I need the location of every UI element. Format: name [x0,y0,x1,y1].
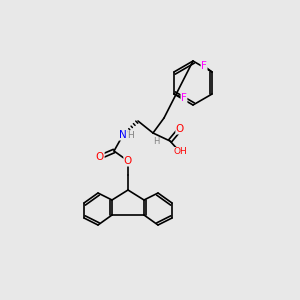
Text: N: N [119,130,127,140]
Text: H: H [153,137,159,146]
Text: O: O [96,152,104,162]
Text: O: O [176,124,184,134]
Text: O: O [124,156,132,166]
Text: H: H [128,131,134,140]
Text: F: F [201,61,207,71]
Text: F: F [181,93,187,103]
Text: OH: OH [173,148,187,157]
